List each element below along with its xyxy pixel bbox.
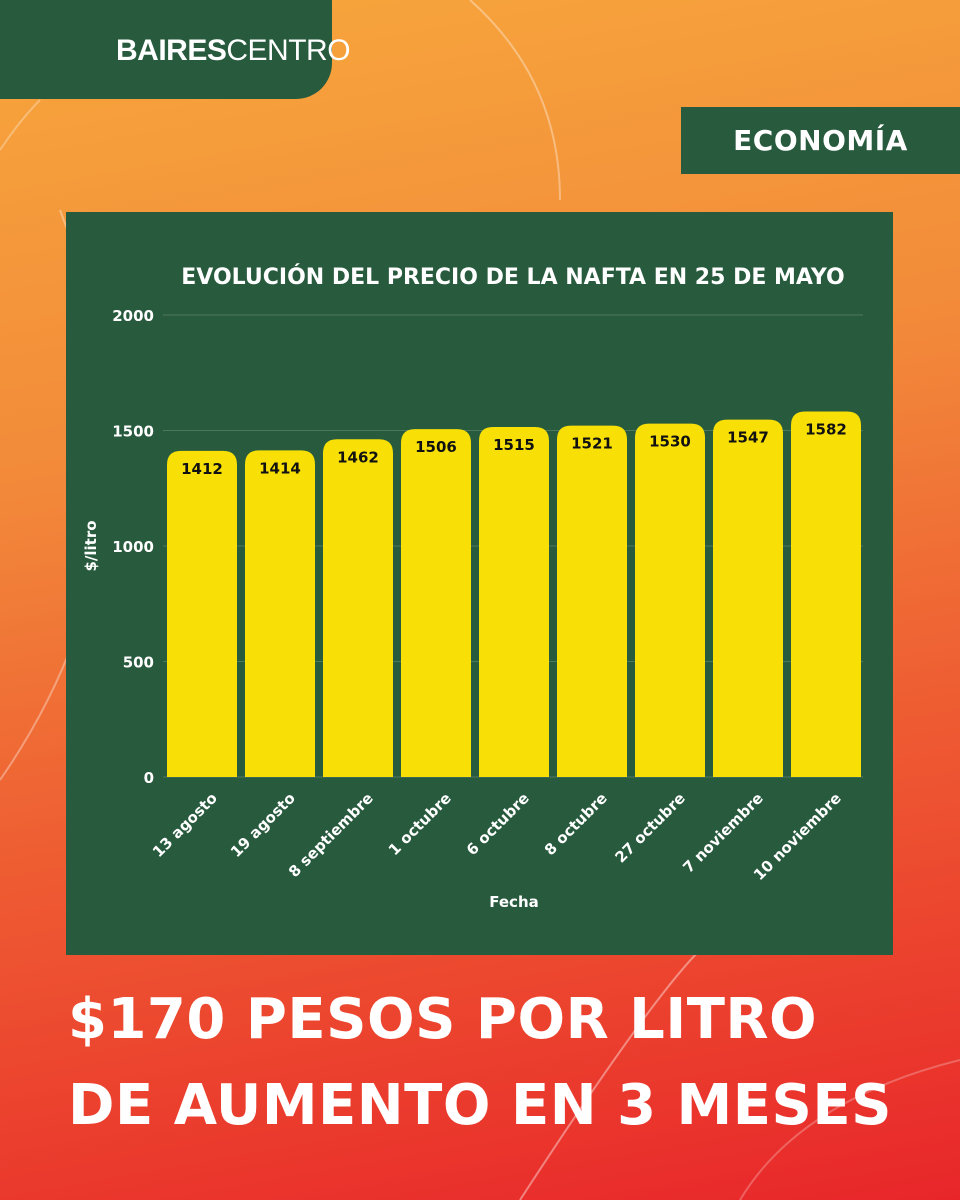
y-tick-label: 2000 <box>112 307 154 325</box>
bar-value-label: 1412 <box>181 460 223 478</box>
x-tick-label: 13 agosto <box>149 789 221 861</box>
x-tick-label: 7 noviembre <box>679 789 766 876</box>
bar-value-label: 1515 <box>493 436 535 454</box>
bar-9 <box>791 411 861 777</box>
x-tick-label: 19 agosto <box>227 789 299 861</box>
bar-value-label: 1462 <box>337 448 379 466</box>
bar-8 <box>713 419 783 777</box>
bar-2 <box>245 450 315 777</box>
bar-5 <box>479 427 549 777</box>
chart-panel: EVOLUCIÓN DEL PRECIO DE LA NAFTA EN 25 D… <box>66 212 893 955</box>
y-tick-label: 500 <box>123 654 154 672</box>
chart-title: EVOLUCIÓN DEL PRECIO DE LA NAFTA EN 25 D… <box>181 264 844 290</box>
x-axis-label: Fecha <box>489 893 539 911</box>
bar-value-label: 1414 <box>259 459 301 477</box>
brand-logo[interactable]: BAIRESCENTRO <box>116 34 351 67</box>
y-tick-label: 1500 <box>112 423 154 441</box>
headline-line-2: DE AUMENTO EN 3 MESES <box>68 1073 892 1138</box>
bar-7 <box>635 423 705 777</box>
brand-header: BAIRESCENTRO <box>0 0 351 99</box>
bar-1 <box>167 450 237 777</box>
bar-value-label: 1506 <box>415 438 457 456</box>
section-badge: ECONOMÍA <box>681 107 960 174</box>
x-tick-label: 6 octubre <box>463 789 533 859</box>
bar-value-label: 1521 <box>571 435 613 453</box>
bar-4 <box>401 429 471 777</box>
bar-6 <box>557 425 627 777</box>
x-tick-label: 8 octubre <box>541 789 611 859</box>
bar-value-label: 1530 <box>649 433 691 451</box>
bar-value-label: 1547 <box>727 429 769 447</box>
headline-line-1: $170 PESOS POR LITRO <box>68 987 818 1052</box>
bar-value-label: 1582 <box>805 421 847 439</box>
y-tick-label: 1000 <box>112 538 154 556</box>
y-axis-label: $/litro <box>82 520 100 571</box>
x-tick-label: 27 octubre <box>611 789 688 866</box>
x-tick-label: 1 octubre <box>385 789 455 859</box>
section-label: ECONOMÍA <box>733 124 908 157</box>
bar-3 <box>323 439 393 777</box>
bar-chart: EVOLUCIÓN DEL PRECIO DE LA NAFTA EN 25 D… <box>82 264 863 911</box>
y-tick-label: 0 <box>144 769 154 787</box>
x-tick-label: 8 septiembre <box>285 789 377 881</box>
